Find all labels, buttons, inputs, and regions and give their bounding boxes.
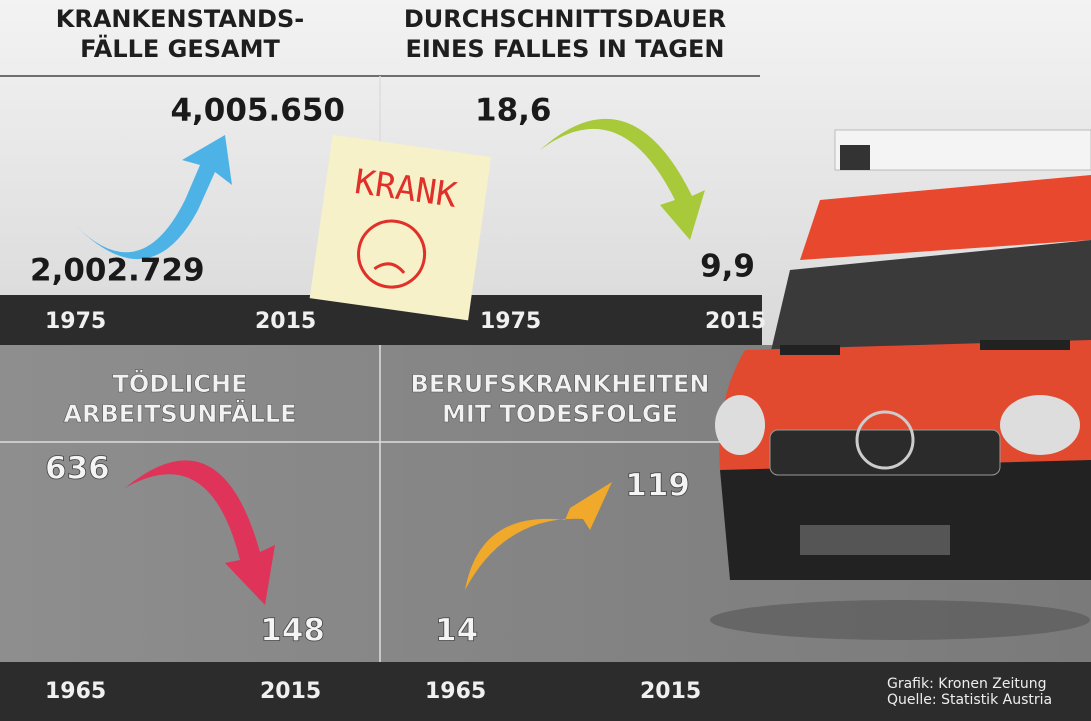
start-year: 1965 [425,679,486,704]
sticky-note: KRANK [310,135,491,321]
panel-title: EINES FALLES IN TAGEN [406,35,725,63]
panel-title: KRANKENSTANDS- [56,5,304,33]
end-value: 119 [625,468,690,504]
start-year: 1975 [45,309,106,334]
end-value: 148 [260,613,325,649]
panel-title: BERUFSKRANKHEITEN [411,370,710,398]
end-value: 9,9 [700,249,755,285]
start-value: 636 [45,451,110,487]
panel-title: FÄLLE GESAMT [80,34,280,63]
start-year: 1975 [480,309,541,334]
end-year: 2015 [260,679,321,704]
credit: Quelle: Statistik Austria [887,692,1052,708]
start-year: 1965 [45,679,106,704]
credit: Grafik: Kronen Zeitung [887,676,1047,692]
end-year: 2015 [255,309,316,334]
panel-title: TÖDLICHE [112,368,247,398]
panel-title: ARBEITSUNFÄLLE [63,399,296,428]
start-value: 14 [435,613,478,649]
end-value: 4,005.650 [170,93,345,129]
infographic: KRANK KRANKENSTANDS-FÄLLE GESAMT 2,002.72… [0,0,1091,721]
end-year: 2015 [705,309,766,334]
note-paper [310,135,491,321]
end-year: 2015 [640,679,701,704]
start-value: 2,002.729 [30,253,205,289]
start-value: 18,6 [475,93,552,129]
panel-title: DURCHSCHNITTSDAUER [404,5,726,33]
panel-title: MIT TODESFOLGE [442,400,678,428]
